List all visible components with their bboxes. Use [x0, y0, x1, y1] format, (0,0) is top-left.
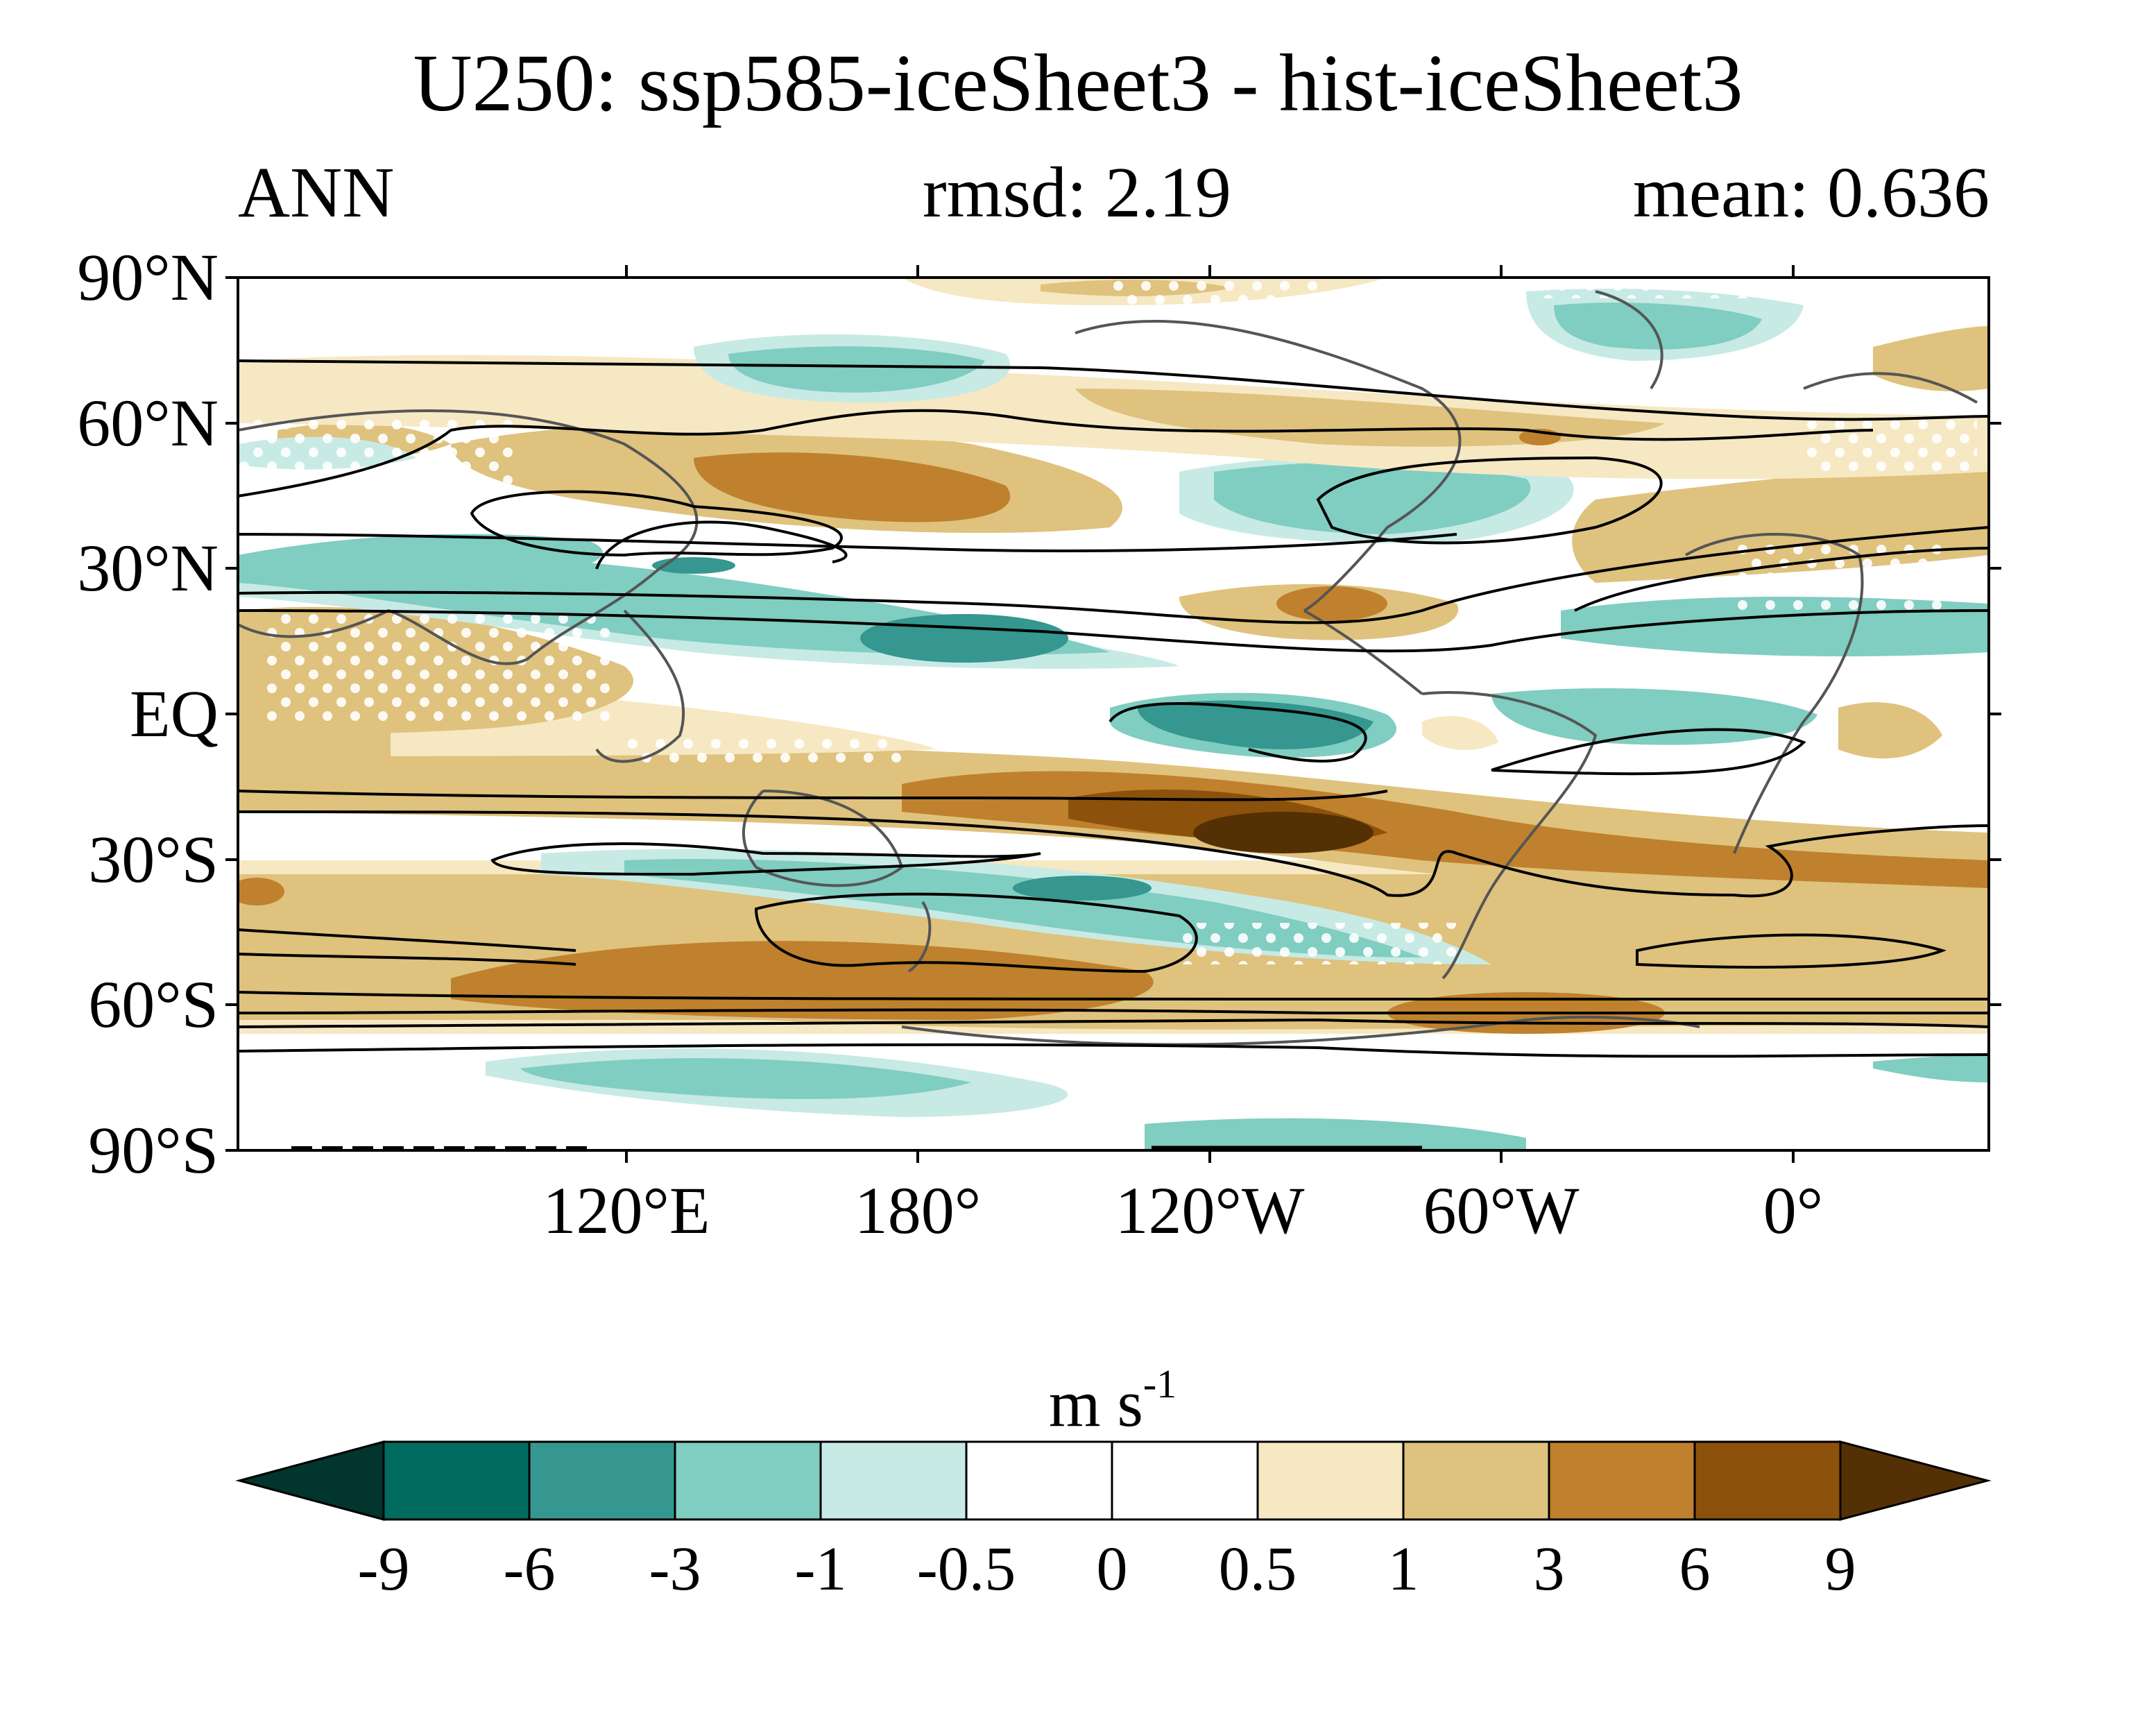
colorbar: [235, 1440, 1992, 1521]
units-base: m s: [1048, 1366, 1143, 1440]
colorbar-tick-label: -3: [649, 1535, 701, 1603]
lon-label-60w: 60°W: [1423, 1173, 1580, 1248]
colorbar-box: [1693, 1440, 1842, 1521]
colorbar-tick-label: 1: [1387, 1535, 1419, 1603]
axis-ticks: [225, 265, 2001, 1163]
colorbar-box: [965, 1440, 1113, 1521]
colorbar-tick-label: -6: [503, 1535, 556, 1603]
colorbar-tick-label: -9: [357, 1535, 410, 1603]
colorbar-tick-label: 0: [1096, 1535, 1128, 1603]
lat-label-30n: 30°N: [77, 531, 219, 605]
lat-label-60s: 60°S: [88, 967, 219, 1041]
lon-label-120e: 120°E: [542, 1173, 710, 1248]
lat-label-90s: 90°S: [88, 1113, 219, 1187]
lat-label-eq: EQ: [130, 676, 219, 751]
colorbar-box: [674, 1440, 822, 1521]
colorbar-box: [1402, 1440, 1550, 1521]
significance-stippling: [238, 278, 1977, 964]
colorbar-tick-label: -0.5: [916, 1535, 1016, 1603]
colorbar-tick-label: -1: [794, 1535, 847, 1603]
units-exponent: -1: [1143, 1361, 1177, 1406]
map-plot-area: [238, 278, 1989, 1150]
colorbar-box: [382, 1440, 531, 1521]
colorbar-box: [528, 1440, 676, 1521]
colorbar-box: [1548, 1440, 1696, 1521]
season-label: ANN: [238, 153, 395, 232]
lon-label-180: 180°: [854, 1173, 982, 1248]
colorbar-box: [819, 1440, 968, 1521]
colorbar-right-triangle: [1839, 1440, 1992, 1521]
lon-label-0: 0°: [1763, 1173, 1824, 1248]
rmsd-label: rmsd: 2.19: [923, 153, 1231, 232]
plot-title: U250: ssp585-iceSheet3 - hist-iceSheet3: [413, 37, 1743, 128]
colorbar-tick-label: 6: [1679, 1535, 1711, 1603]
lat-label-60n: 60°N: [77, 386, 219, 460]
lon-label-120w: 120°W: [1115, 1173, 1305, 1248]
units-label: m s-1: [1009, 1352, 1217, 1442]
mean-label: mean: 0.636: [1632, 153, 1990, 232]
colorbar-box: [1256, 1440, 1405, 1521]
colorbar-tick-label: 0.5: [1218, 1535, 1297, 1603]
colorbar-left-triangle: [235, 1440, 385, 1521]
colorbar-tick-label: 3: [1533, 1535, 1565, 1603]
lat-label-30s: 30°S: [88, 822, 219, 896]
lat-label-90n: 90°N: [77, 240, 219, 314]
colorbar-tick-label: 9: [1824, 1535, 1856, 1603]
climatology-contours: [238, 359, 1989, 1150]
colorbar-box: [1111, 1440, 1259, 1521]
